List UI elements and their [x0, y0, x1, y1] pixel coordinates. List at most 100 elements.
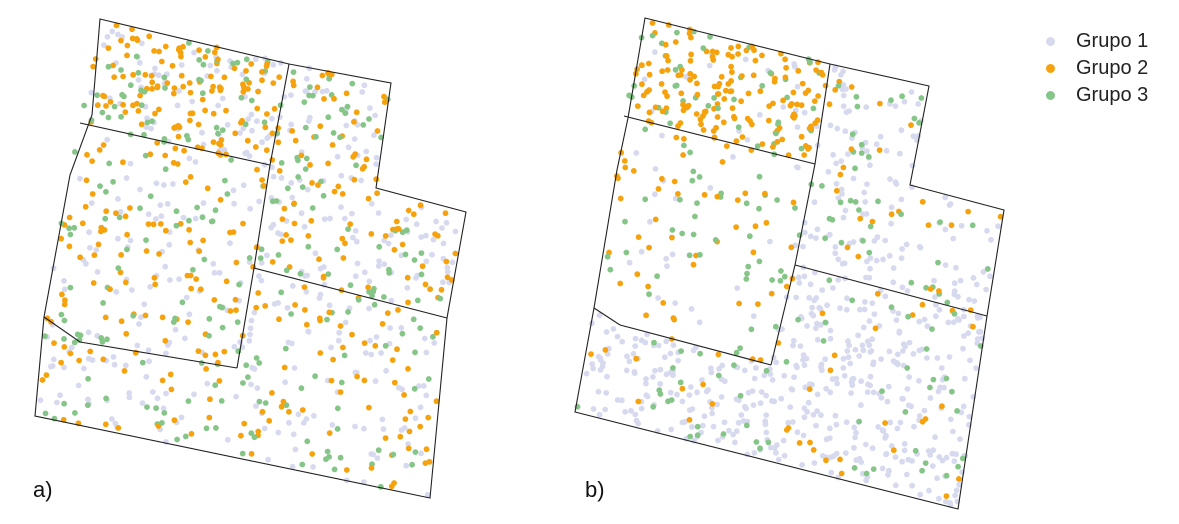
point-grupo-1 — [595, 353, 602, 360]
point-grupo-1 — [166, 241, 173, 248]
point-grupo-3 — [256, 398, 263, 405]
point-grupo-2 — [95, 241, 102, 248]
point-grupo-1 — [170, 181, 176, 187]
point-grupo-1 — [317, 265, 324, 272]
point-grupo-3 — [115, 265, 122, 271]
point-grupo-1 — [794, 429, 801, 436]
point-grupo-3 — [646, 291, 652, 298]
point-grupo-1 — [699, 422, 706, 429]
point-grupo-1 — [433, 218, 439, 225]
point-grupo-3 — [179, 299, 186, 306]
point-grupo-1 — [901, 98, 908, 105]
point-grupo-3 — [236, 281, 243, 288]
point-grupo-3 — [778, 268, 784, 274]
point-grupo-2 — [261, 183, 267, 189]
point-grupo-3 — [170, 319, 177, 325]
point-grupo-2 — [693, 111, 700, 117]
point-grupo-2 — [92, 56, 99, 62]
point-grupo-1 — [924, 323, 931, 330]
point-grupo-1 — [785, 419, 792, 426]
point-grupo-1 — [304, 186, 311, 193]
point-grupo-3 — [234, 319, 241, 325]
point-grupo-3 — [756, 258, 763, 265]
point-grupo-1 — [957, 436, 963, 442]
point-grupo-3 — [888, 97, 894, 104]
point-grupo-2 — [244, 137, 251, 144]
point-grupo-3 — [162, 85, 168, 91]
point-grupo-2 — [184, 272, 191, 279]
point-grupo-1 — [104, 136, 111, 143]
point-grupo-2 — [172, 145, 179, 152]
point-grupo-3 — [377, 483, 384, 490]
point-grupo-2 — [956, 476, 962, 482]
point-grupo-2 — [848, 84, 855, 90]
point-grupo-3 — [837, 199, 844, 206]
point-grupo-3 — [642, 196, 649, 203]
point-grupo-3 — [66, 225, 72, 232]
point-grupo-1 — [984, 227, 990, 234]
point-grupo-1 — [117, 209, 124, 215]
point-grupo-1 — [830, 285, 836, 291]
point-grupo-2 — [675, 123, 681, 129]
point-grupo-1 — [288, 121, 295, 128]
point-grupo-1 — [110, 354, 117, 360]
point-grupo-1 — [186, 311, 193, 318]
point-grupo-1 — [900, 341, 907, 348]
point-grupo-1 — [306, 114, 313, 121]
point-grupo-2 — [617, 280, 624, 287]
point-grupo-1 — [622, 408, 629, 415]
point-grupo-3 — [856, 207, 862, 213]
point-grupo-1 — [879, 465, 886, 472]
point-grupo-3 — [218, 398, 225, 404]
point-grupo-2 — [94, 102, 101, 109]
point-grupo-1 — [824, 302, 830, 309]
point-grupo-2 — [675, 191, 681, 197]
point-grupo-1 — [224, 121, 231, 128]
point-grupo-1 — [182, 335, 188, 342]
point-grupo-2 — [622, 164, 629, 171]
point-grupo-1 — [898, 127, 905, 134]
point-grupo-1 — [845, 151, 851, 158]
point-grupo-2 — [815, 93, 821, 99]
point-grupo-2 — [107, 99, 114, 105]
point-grupo-2 — [126, 205, 133, 211]
point-grupo-1 — [995, 223, 1001, 230]
point-grupo-2 — [639, 81, 645, 88]
point-grupo-2 — [671, 178, 678, 185]
point-grupo-2 — [100, 142, 107, 148]
point-grupo-2 — [208, 73, 214, 80]
point-grupo-3 — [222, 177, 228, 184]
point-grupo-1 — [251, 309, 258, 316]
point-grupo-3 — [301, 99, 308, 105]
point-grupo-1 — [647, 218, 653, 225]
point-grupo-1 — [852, 434, 858, 441]
point-grupo-1 — [632, 411, 639, 418]
point-grupo-3 — [61, 317, 68, 324]
point-grupo-1 — [423, 349, 430, 356]
point-grupo-1 — [85, 329, 92, 336]
point-grupo-1 — [885, 383, 892, 390]
point-grupo-3 — [219, 127, 226, 133]
point-grupo-3 — [642, 126, 649, 133]
point-grupo-3 — [705, 102, 712, 109]
point-grupo-1 — [867, 349, 874, 355]
point-grupo-2 — [872, 325, 879, 332]
point-grupo-1 — [828, 469, 835, 476]
point-grupo-1 — [686, 392, 693, 398]
point-grupo-1 — [619, 397, 625, 404]
point-grupo-2 — [715, 351, 722, 358]
point-grupo-2 — [289, 127, 296, 134]
point-grupo-1 — [160, 182, 167, 188]
point-grupo-3 — [692, 213, 698, 220]
point-grupo-1 — [906, 339, 913, 346]
point-grupo-1 — [987, 273, 993, 280]
point-grupo-2 — [728, 45, 734, 51]
point-grupo-3 — [103, 395, 109, 402]
point-grupo-1 — [895, 310, 902, 317]
point-grupo-2 — [337, 389, 344, 395]
point-grupo-1 — [809, 304, 816, 311]
point-grupo-3 — [912, 447, 919, 454]
point-grupo-3 — [282, 345, 289, 352]
point-grupo-3 — [954, 408, 960, 414]
point-grupo-3 — [347, 282, 354, 289]
